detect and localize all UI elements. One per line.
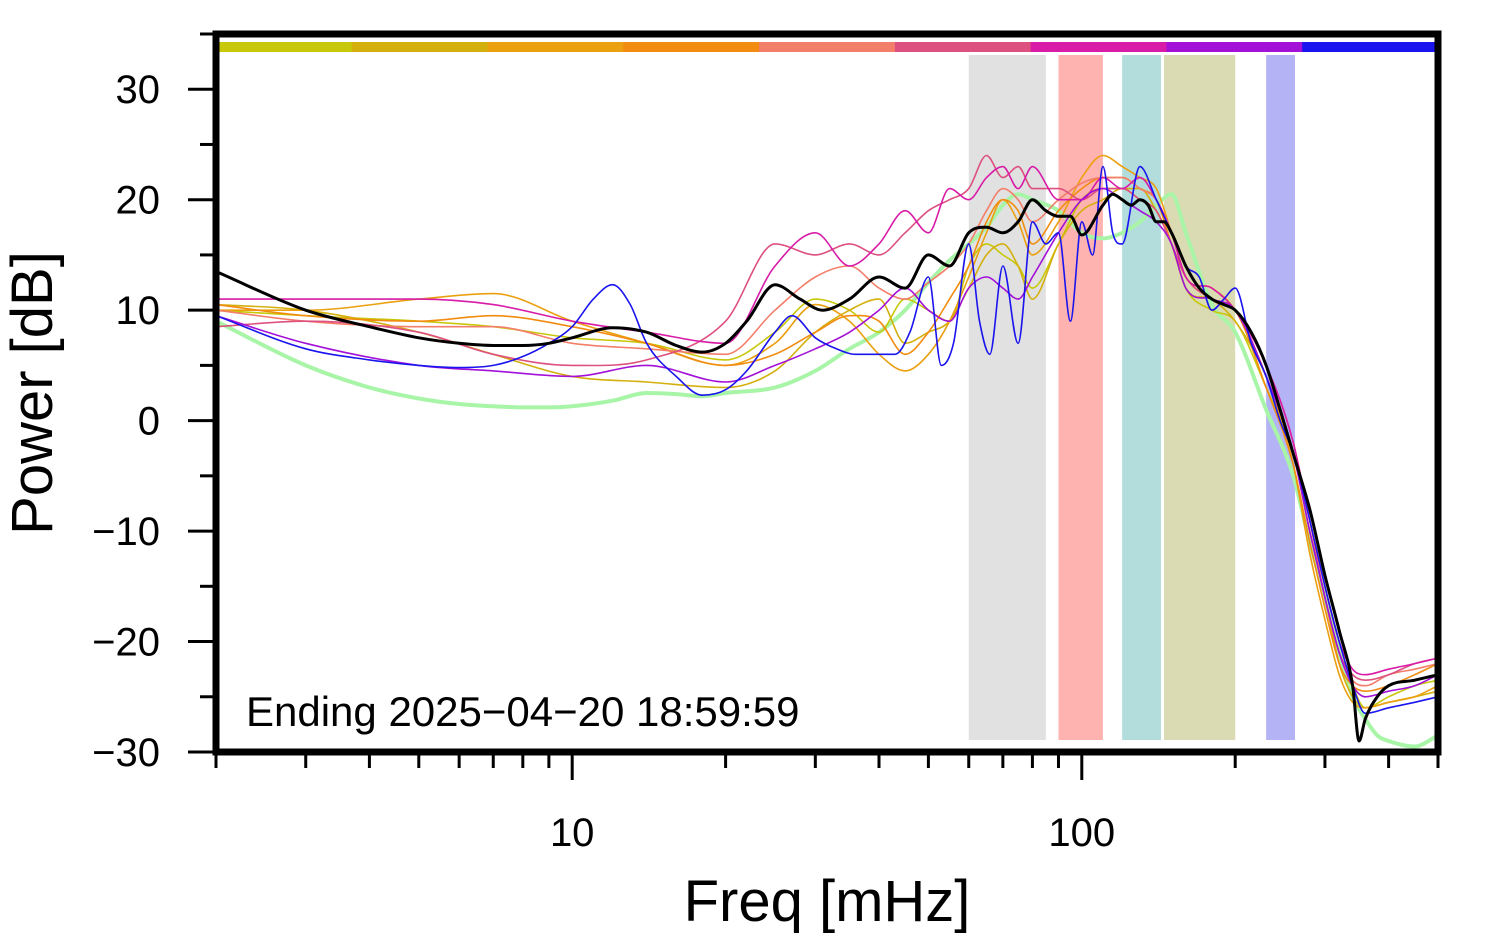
color-strip-segment-4: [623, 42, 760, 52]
color-strip-segment-5: [759, 42, 896, 52]
x-tick-label: 10: [550, 811, 595, 855]
frequency-band-1: [968, 55, 1046, 740]
frequency-band-2: [1058, 55, 1103, 740]
color-strip-segment-7: [1030, 42, 1167, 52]
color-strip-segment-3: [487, 42, 624, 52]
color-strip-segment-9: [1302, 42, 1439, 52]
series-line-11: [216, 192, 1438, 743]
frequency-bands: [968, 55, 1295, 740]
series-line-9: [216, 187, 1438, 698]
x-axis-title: Freq [mHz]: [684, 869, 971, 934]
axis-ticks: [188, 32, 1440, 780]
y-tick-label: 0: [138, 400, 160, 444]
y-tick-label: 10: [116, 289, 161, 333]
color-strip-segment-8: [1166, 42, 1303, 52]
x-tick-label: 100: [1048, 811, 1115, 855]
plot-frame: [212, 30, 1442, 756]
spectrum-series: [216, 154, 1438, 749]
color-strip-segment-1: [216, 42, 353, 52]
y-tick-label: −20: [92, 621, 160, 665]
y-axis-title: Power [dB]: [0, 251, 65, 535]
y-tick-label: −30: [92, 731, 160, 775]
frequency-band-3: [1122, 55, 1161, 740]
color-strip-segment-6: [894, 42, 1032, 52]
annotation-ending-time: Ending 2025−04−20 18:59:59: [246, 688, 800, 735]
y-tick-label: 30: [116, 68, 161, 112]
frequency-band-4: [1164, 55, 1236, 740]
series-line-10: [216, 165, 1438, 715]
y-tick-label: 20: [116, 179, 161, 223]
color-strip: [216, 42, 1439, 52]
y-tick-label: −10: [92, 510, 160, 554]
color-strip-segment-2: [351, 42, 489, 52]
